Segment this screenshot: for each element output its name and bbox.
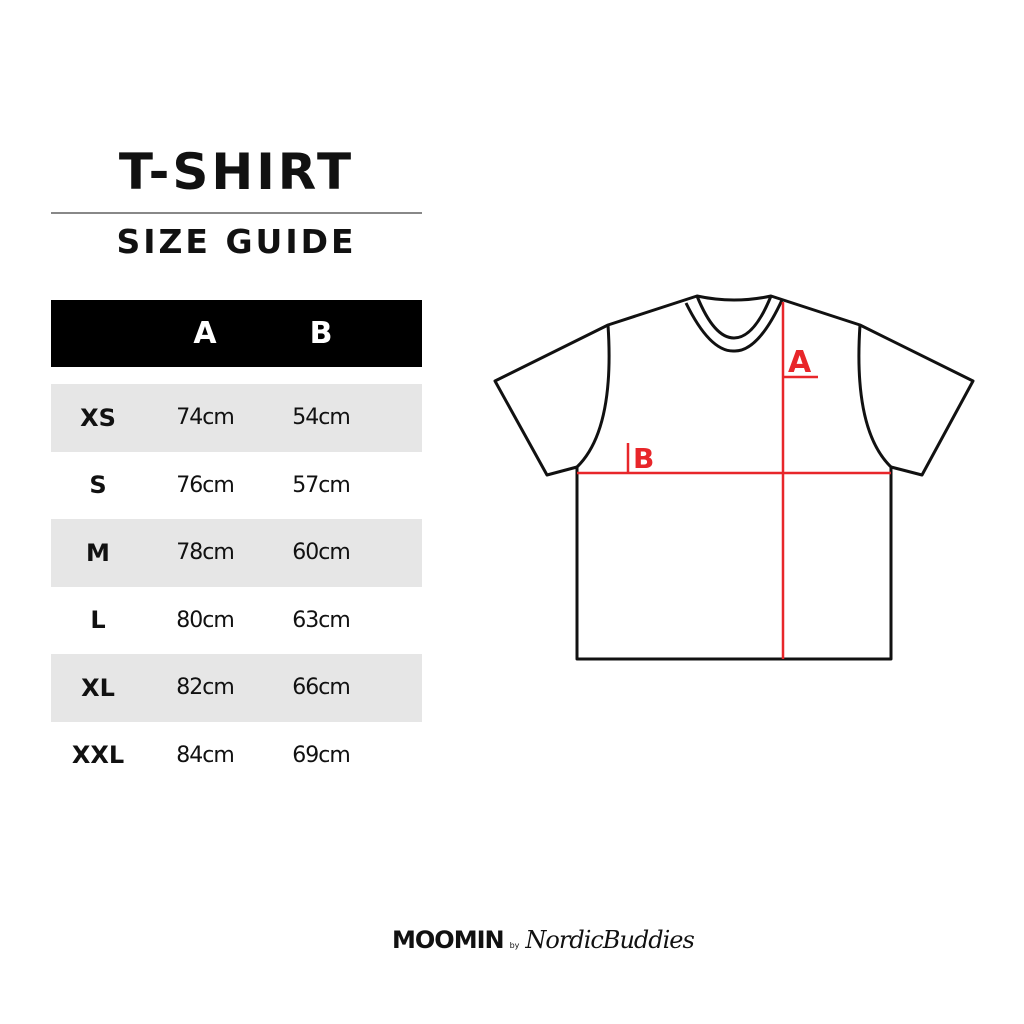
left-armhole <box>575 324 611 469</box>
header-size <box>51 300 145 367</box>
a-cell: 84cm <box>176 742 235 768</box>
table-row: XS 74cm 54cm <box>51 384 422 452</box>
size-cell: XXL <box>71 741 125 770</box>
header-b: B <box>265 300 377 367</box>
table-row: S 76cm 57cm <box>51 452 422 520</box>
label-a: A <box>788 345 812 380</box>
table-row: XL 82cm 66cm <box>51 654 422 722</box>
a-cell: 80cm <box>176 607 235 633</box>
b-cell: 57cm <box>292 472 351 498</box>
brand-logo: MOOMIN by NordicBuddies <box>392 926 695 954</box>
page-title: T-SHIRT <box>118 143 355 201</box>
size-cell: M <box>51 519 145 587</box>
size-cell: XS <box>51 384 145 452</box>
divider <box>51 212 422 214</box>
size-cell: S <box>89 471 107 500</box>
table-header: A B <box>51 300 422 367</box>
a-cell: 78cm <box>145 519 265 587</box>
size-table: A B XS 74cm 54cm S 76cm 57cm M 78cm 60cm L 80cm 63c… <box>51 300 422 789</box>
size-cell: XL <box>51 654 145 722</box>
page-subtitle: SIZE GUIDE <box>116 222 357 261</box>
label-b: B <box>633 442 654 475</box>
right-armhole <box>857 324 893 469</box>
a-cell: 74cm <box>145 384 265 452</box>
b-cell: 69cm <box>292 742 351 768</box>
collar-inner <box>695 295 773 340</box>
table-row: M 78cm 60cm <box>51 519 422 587</box>
a-cell: 82cm <box>145 654 265 722</box>
b-cell: 66cm <box>265 654 377 722</box>
table-row: XXL 84cm 69cm <box>51 722 422 790</box>
b-cell: 60cm <box>265 519 377 587</box>
table-row: L 80cm 63cm <box>51 587 422 655</box>
b-cell: 63cm <box>292 607 351 633</box>
b-cell: 54cm <box>265 384 377 452</box>
a-cell: 76cm <box>176 472 235 498</box>
header-a: A <box>145 300 265 367</box>
size-cell: L <box>90 606 106 635</box>
collar-outer <box>684 299 784 353</box>
